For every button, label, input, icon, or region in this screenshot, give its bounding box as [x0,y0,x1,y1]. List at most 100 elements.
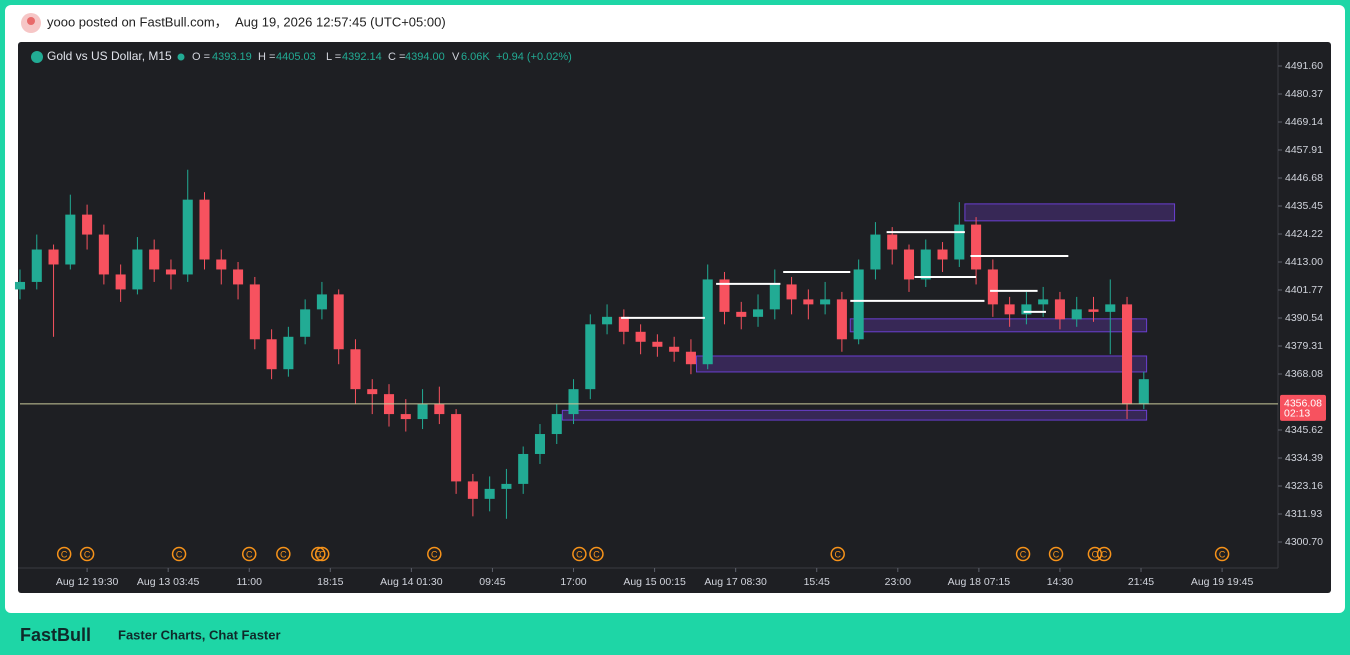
event-icon [427,546,442,562]
event-label: C [1053,549,1060,559]
candle-body [98,234,109,275]
event-label: C [84,549,91,559]
y-tick-label: 4469.14 [1285,116,1323,128]
candle-body [1021,304,1032,315]
candle-body [1138,379,1149,405]
x-tick-label: Aug 14 01:30 [380,576,443,588]
footer-tagline: Faster Charts, Chat Faster [118,627,281,642]
x-tick-label: Aug 13 03:45 [137,576,200,588]
h-label: H = [258,51,275,63]
candle-body [417,404,428,420]
countdown-label: 02:13 [1284,408,1310,420]
avatar-face [27,17,35,25]
c-value: 4394.00 [405,51,445,63]
event-label: C [431,549,438,559]
candle-body [853,269,864,340]
y-tick-label: 4480.37 [1285,88,1323,100]
candle-body [14,281,26,290]
x-tick-label: 09:45 [479,576,505,588]
candle-body [1105,304,1116,312]
event-icon [79,546,95,562]
candle-body [971,224,982,270]
ohlc-legend: Gold vs US Dollar, M15 O = 4393.19 H = 4… [47,49,572,63]
event-icon [1214,546,1230,562]
candle-body [803,299,814,305]
x-tick-label: Aug 17 08:30 [704,576,767,588]
zone [561,409,1148,421]
x-tick-label: Aug 15 00:15 [623,576,686,588]
status-dot [177,53,185,61]
candle-body [434,404,445,415]
candle-body [752,309,764,317]
event-label: C [576,549,583,559]
x-tick-label: 18:15 [317,576,343,588]
x-tick-label: 14:30 [1047,576,1073,588]
h-value: 4405.03 [276,51,316,63]
candle-body [350,349,361,390]
symbol-icon [31,51,43,63]
candle-body [1004,304,1015,315]
x-tick-label: 17:00 [560,576,586,588]
candle-body [836,299,847,340]
y-tick-label: 4390.54 [1285,312,1323,324]
candle-body [283,336,294,370]
candle-body [685,351,696,365]
event-icon [56,546,72,562]
event-icon [830,546,845,562]
candle-body [467,481,478,499]
last-price-label: 4356.08 [1284,398,1322,410]
y-tick-label: 4413.00 [1285,256,1323,268]
footer-brand: FastBull [20,625,91,645]
candle-body [702,279,713,365]
candle-body [1122,304,1133,405]
y-tick-label: 4379.31 [1285,340,1323,352]
candle-body [585,324,596,390]
event-label: C [834,549,841,559]
candle-body [635,331,646,342]
candle-body [736,311,747,317]
y-tick-label: 4446.68 [1285,172,1323,184]
y-tick-label: 4311.93 [1285,508,1322,520]
candle-body [165,269,176,275]
candle-body [300,309,311,337]
post-user: yooo posted on FastBull.com， [47,14,228,29]
candle-body [182,199,193,275]
change: +0.94 (+0.02%) [496,51,572,63]
y-tick-label: 4457.91 [1285,144,1323,156]
event-label: C [1219,549,1226,559]
symbol: Gold vs US Dollar, M15 [47,49,172,63]
candle-body [233,269,244,285]
x-tick-label: 21:45 [1128,576,1154,588]
candle-body [719,279,730,312]
l-label: L = [326,51,341,63]
candle-body [216,259,227,270]
candle-body [367,389,378,395]
candle-body [1088,309,1099,312]
candle-body [65,214,76,265]
y-tick-label: 4334.39 [1285,452,1323,464]
candle-body [82,214,93,235]
event-icon [241,546,257,562]
x-tick-label: 15:45 [804,576,830,588]
candle-body [1054,299,1065,320]
candle-body [920,249,931,280]
candle-body [602,316,613,325]
candle-body [887,234,898,250]
candle-body [316,294,327,310]
v-label: V [452,51,460,63]
event-label: C [176,549,183,559]
candle-body [987,269,998,305]
candle-body [249,284,260,340]
y-tick-label: 4401.77 [1285,284,1323,296]
event-icon [572,546,587,562]
event-label: C [315,549,322,559]
candle-body [1071,309,1082,320]
candle-body [1038,299,1049,305]
y-tick-label: 4345.62 [1285,424,1323,436]
candle-body [115,274,126,290]
o-label: O = [192,51,210,63]
event-label: C [246,549,253,559]
candle-body [568,389,579,415]
candle-body [199,199,210,260]
